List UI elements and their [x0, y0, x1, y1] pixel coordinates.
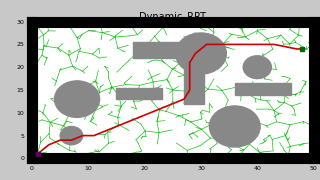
Title: Dynamic_RRT: Dynamic_RRT: [139, 11, 206, 22]
Bar: [235, 83, 291, 95]
Circle shape: [209, 106, 260, 147]
Circle shape: [60, 127, 83, 145]
Circle shape: [54, 81, 100, 117]
Bar: [133, 42, 184, 58]
Circle shape: [243, 56, 271, 79]
Circle shape: [176, 33, 226, 74]
Bar: [116, 88, 162, 99]
Bar: [184, 67, 204, 104]
